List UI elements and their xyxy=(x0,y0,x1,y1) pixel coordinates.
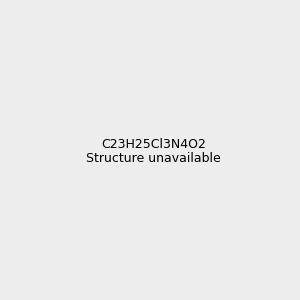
Text: C23H25Cl3N4O2
Structure unavailable: C23H25Cl3N4O2 Structure unavailable xyxy=(86,137,221,166)
